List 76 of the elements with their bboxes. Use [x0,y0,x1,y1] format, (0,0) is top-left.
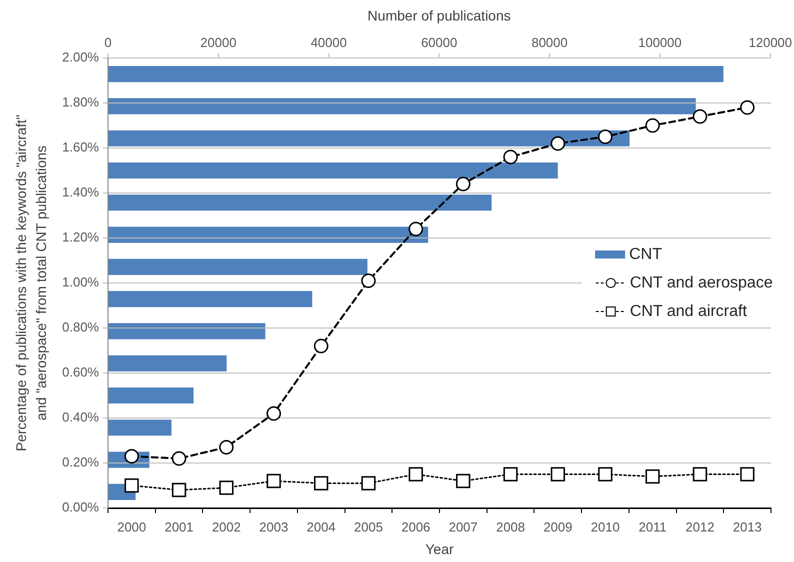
point [361,274,376,288]
x-tick-label: 2012 [686,519,714,534]
point [503,150,518,164]
x-tick-label: 60000 [421,34,458,50]
point [266,474,281,488]
point [692,467,708,482]
bar [108,98,696,114]
x-tick-label: 2011 [638,519,667,534]
bar [108,66,724,82]
point [598,467,612,482]
point [124,478,139,493]
y-tick-label: 1.80% [62,94,100,110]
x-tick-label: 2008 [496,519,525,534]
y-tick-label: 1.60% [62,140,100,155]
y-tick-label: 1.00% [62,274,100,290]
y-tick-label: 2.00% [62,50,100,65]
x-tick-label: 80000 [531,34,568,50]
x-tick-label: 2009 [543,519,572,534]
legend-label: CNT and aircraft [630,302,748,320]
point [645,469,660,484]
point [456,176,470,192]
x-tick-label: 2001 [164,519,194,534]
bar [108,291,312,308]
y-tick-label: 0.60% [62,364,100,380]
x-tick-label: 40000 [310,34,347,50]
point [692,109,708,124]
x-tick-label: 2005 [354,519,383,534]
legend-label: CNT and aerospace [630,274,773,292]
point [550,136,566,151]
bar [108,355,227,372]
point [314,338,328,354]
point [172,482,186,498]
point [266,406,281,421]
bar [108,194,492,211]
point [456,474,470,488]
point [172,451,186,466]
x-tick-label: 20000 [200,34,236,50]
x-tick-label: 120000 [748,34,792,50]
point [361,476,376,490]
x-tick-label: 2006 [401,519,430,534]
y-tick-label: 0.80% [62,320,100,335]
point [219,480,234,495]
x-tick-label: 2007 [448,519,478,534]
y-tick-label: 1.20% [62,230,100,245]
point [550,467,566,482]
point [408,222,424,236]
x-tick-label: 2000 [117,519,146,534]
x-tick-label: 0 [104,34,112,50]
x-tick-label: 100000 [638,34,682,50]
bar [108,130,630,146]
point [740,467,754,482]
y-tick-label: 1.40% [62,184,100,200]
point [598,130,612,144]
bar [108,420,172,436]
x-tick-label: 2004 [306,519,336,534]
y-tick-label: 0.00% [62,500,100,515]
bar [108,387,194,404]
bar [108,323,266,340]
x-tick-label: 2010 [590,519,620,534]
y-tick-label: 0.20% [62,454,100,470]
y-axis-title: Percentage of publications with the keywords "aircraft" and "aerospace" from total CNT publications [12,114,49,452]
point [645,118,660,133]
point [314,476,328,490]
x-tick-label: 2003 [259,519,288,534]
point [408,467,423,482]
bar [108,258,368,275]
point [503,467,518,482]
x-tick-label: 2013 [732,519,762,534]
x-tick-label: 2002 [212,519,241,534]
bar [108,226,428,243]
bar [108,162,558,179]
x-axis-title: Year [425,540,454,557]
y-tick-label: 0.40% [62,410,100,425]
legend-label: CNT [629,246,662,263]
point [219,440,234,454]
x-axis-title: Number of publications [368,7,511,24]
